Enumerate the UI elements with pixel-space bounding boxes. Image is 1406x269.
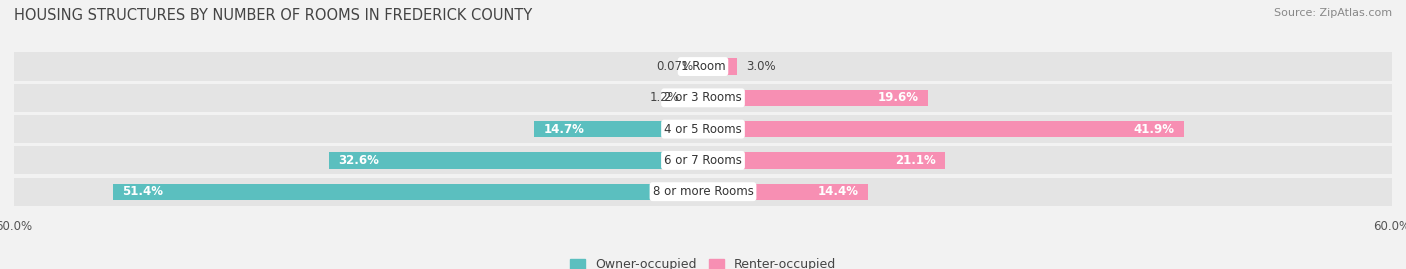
Text: 1 Room: 1 Room <box>681 60 725 73</box>
Text: HOUSING STRUCTURES BY NUMBER OF ROOMS IN FREDERICK COUNTY: HOUSING STRUCTURES BY NUMBER OF ROOMS IN… <box>14 8 533 23</box>
Text: 3.0%: 3.0% <box>747 60 776 73</box>
Bar <box>703 183 869 200</box>
Bar <box>14 52 1392 81</box>
Text: 1.2%: 1.2% <box>650 91 681 104</box>
Text: 51.4%: 51.4% <box>122 185 163 198</box>
Text: 32.6%: 32.6% <box>337 154 378 167</box>
Text: 14.4%: 14.4% <box>818 185 859 198</box>
Bar <box>703 90 928 106</box>
Text: 2 or 3 Rooms: 2 or 3 Rooms <box>664 91 742 104</box>
Text: 6 or 7 Rooms: 6 or 7 Rooms <box>664 154 742 167</box>
Bar <box>703 121 1184 137</box>
Text: 21.1%: 21.1% <box>896 154 936 167</box>
Bar <box>534 121 703 137</box>
Bar <box>14 146 1392 175</box>
Bar <box>703 152 945 169</box>
Bar <box>14 115 1392 143</box>
Text: 8 or more Rooms: 8 or more Rooms <box>652 185 754 198</box>
Text: 14.7%: 14.7% <box>543 123 585 136</box>
Legend: Owner-occupied, Renter-occupied: Owner-occupied, Renter-occupied <box>565 253 841 269</box>
Bar <box>14 178 1392 206</box>
Text: 19.6%: 19.6% <box>877 91 920 104</box>
Bar <box>689 90 703 106</box>
Bar <box>112 183 703 200</box>
Text: 0.07%: 0.07% <box>655 60 693 73</box>
Bar <box>703 58 738 75</box>
Text: Source: ZipAtlas.com: Source: ZipAtlas.com <box>1274 8 1392 18</box>
Text: 41.9%: 41.9% <box>1133 123 1175 136</box>
Text: 4 or 5 Rooms: 4 or 5 Rooms <box>664 123 742 136</box>
Bar <box>14 84 1392 112</box>
Bar <box>329 152 703 169</box>
